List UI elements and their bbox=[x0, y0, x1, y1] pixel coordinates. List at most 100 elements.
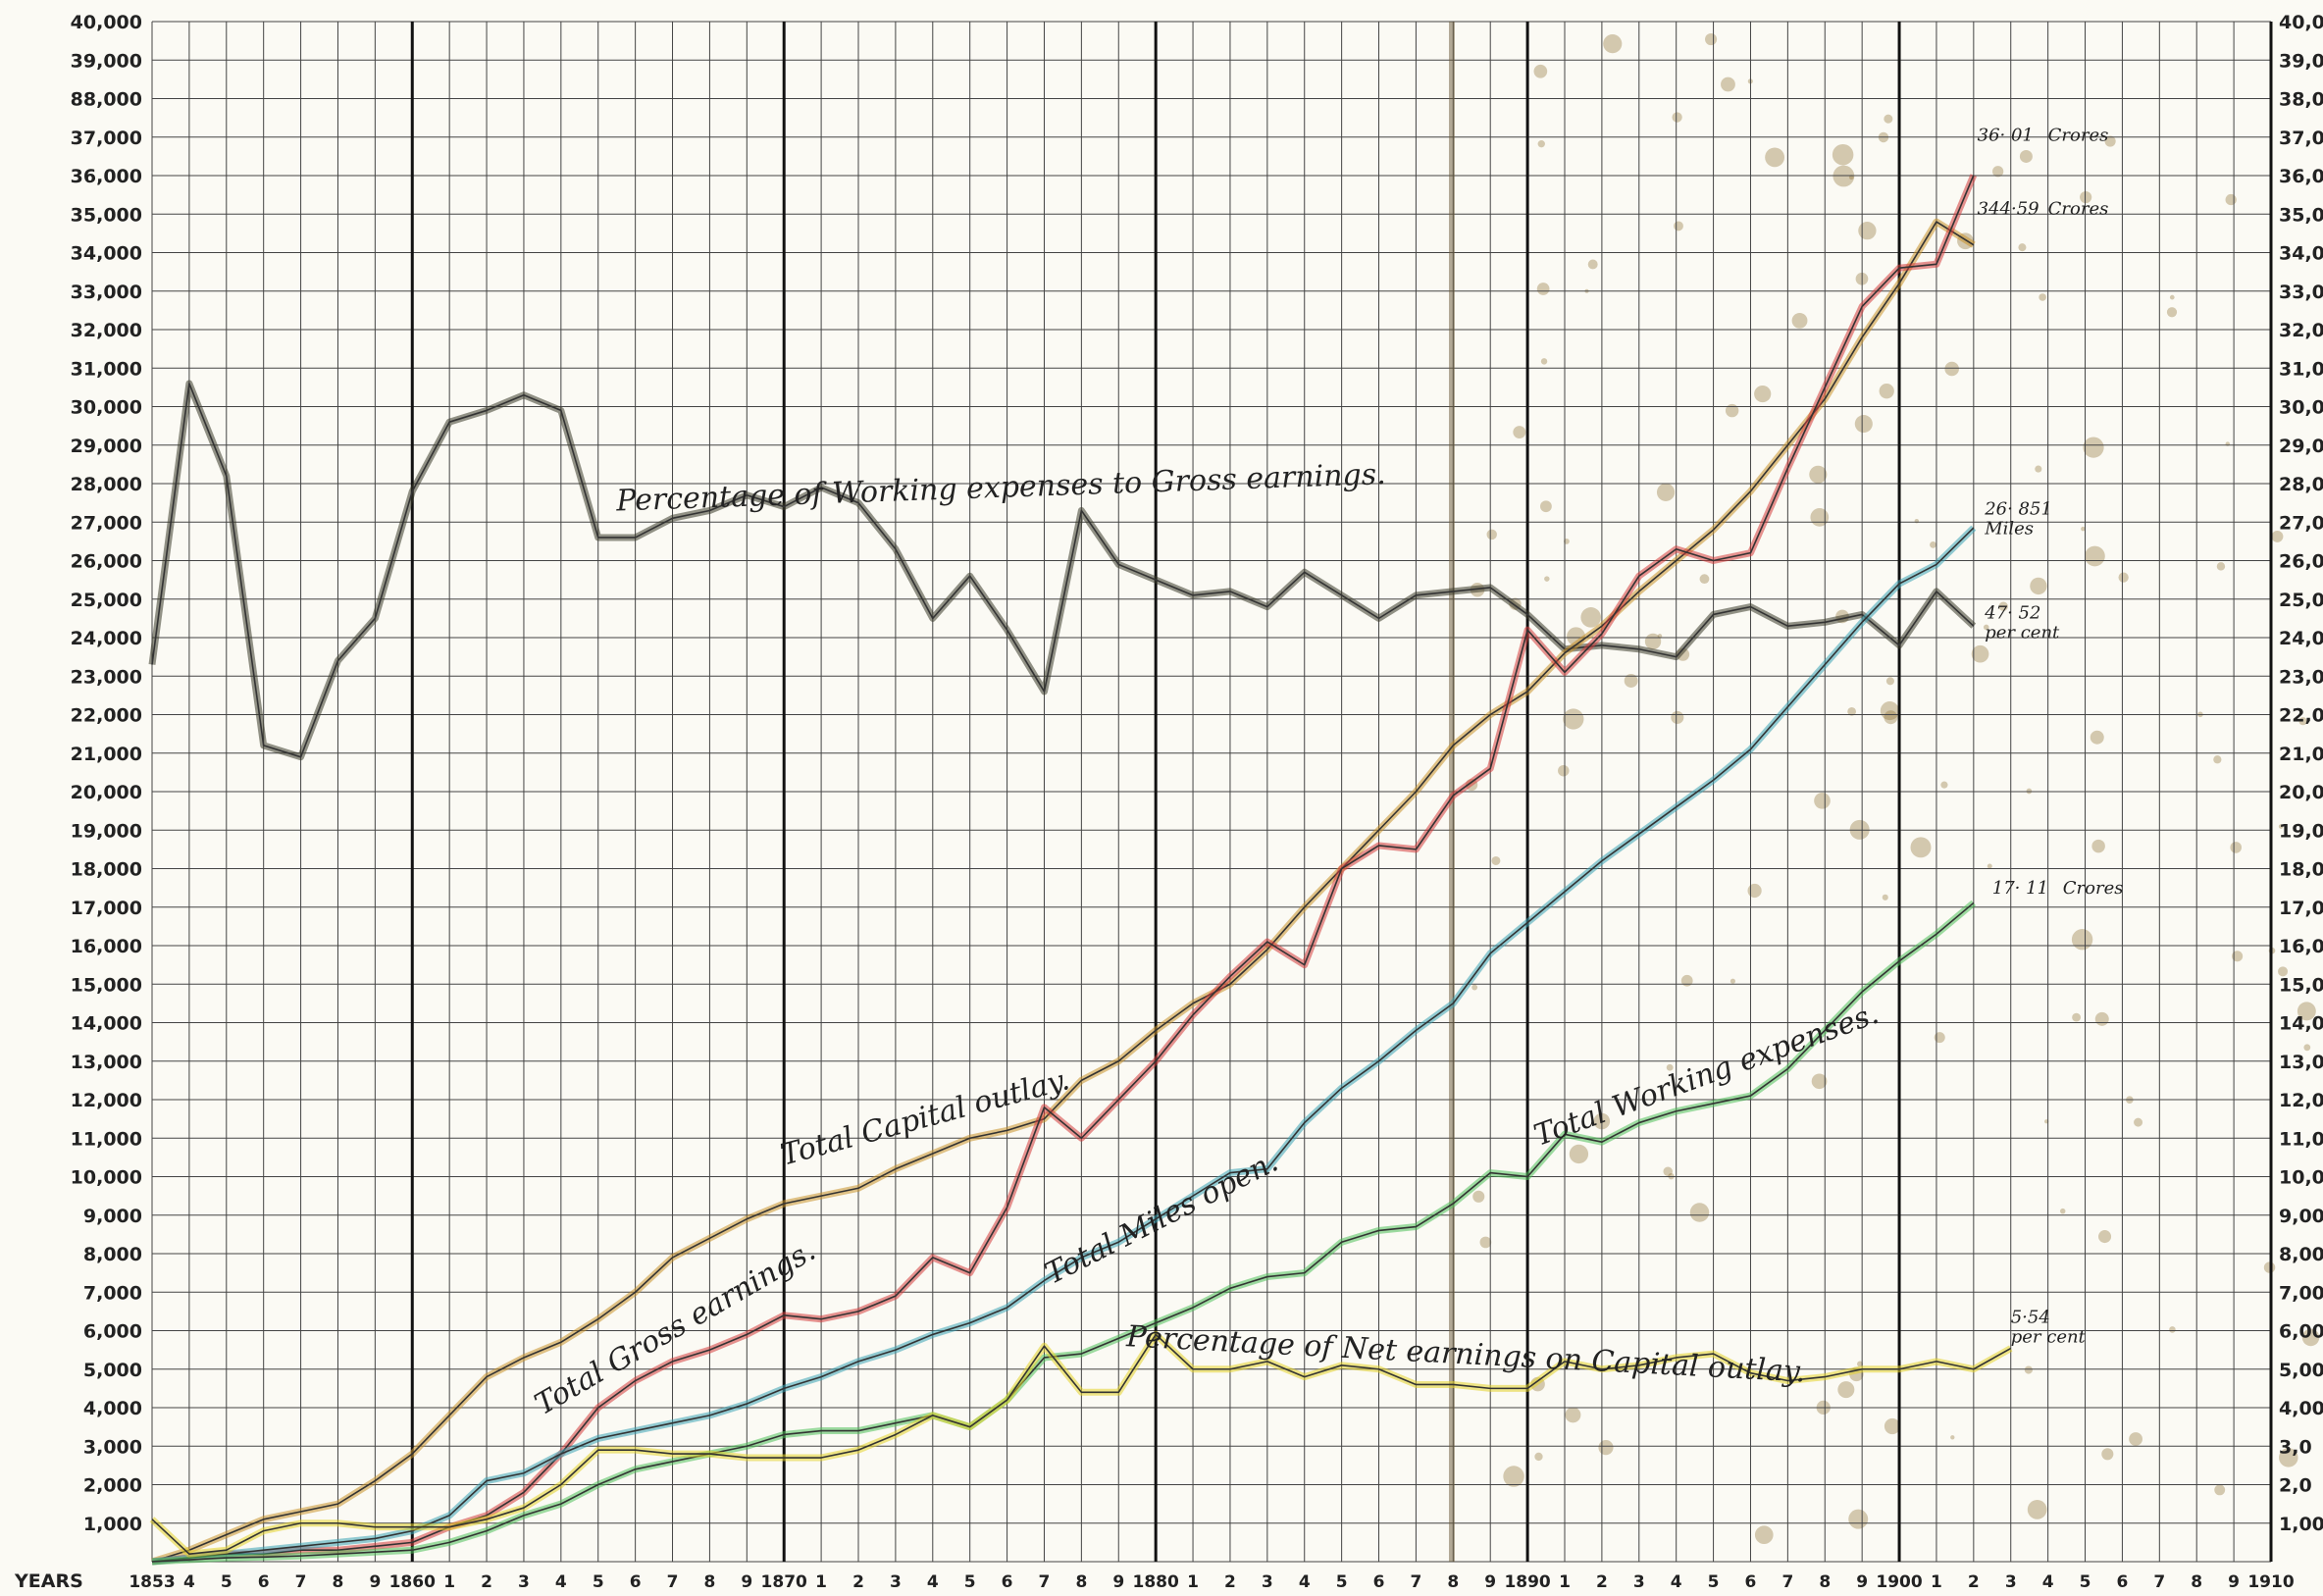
stain-dot bbox=[2085, 545, 2105, 567]
x-tick: 5 bbox=[2080, 1572, 2091, 1592]
stain-dot bbox=[1563, 708, 1584, 730]
y-tick-right: 5,00 bbox=[2279, 1360, 2323, 1381]
stain-dot bbox=[1814, 792, 1831, 809]
y-tick-right: 32,000 bbox=[2279, 320, 2323, 341]
stain-dot bbox=[1811, 1073, 1828, 1090]
x-tick: 1860 bbox=[389, 1572, 436, 1592]
stain-dot bbox=[1848, 1509, 1869, 1529]
stain-dot bbox=[2027, 1500, 2047, 1519]
stain-dot bbox=[1486, 529, 1497, 541]
stain-dot bbox=[1950, 1435, 1955, 1440]
stain-dot bbox=[1699, 574, 1710, 585]
stain-dot bbox=[1858, 222, 1877, 240]
stain-dot bbox=[1914, 519, 1920, 524]
y-tick-left: 88,000 bbox=[71, 89, 142, 111]
y-tick-right: 15,000 bbox=[2279, 974, 2323, 996]
stain-dot bbox=[2101, 1448, 2114, 1461]
y-tick-left: 12,000 bbox=[71, 1090, 142, 1111]
y-tick-left: 34,000 bbox=[71, 243, 142, 265]
x-tick: 9 bbox=[369, 1572, 381, 1592]
y-tick-right: 7,00 bbox=[2279, 1282, 2323, 1304]
x-tick: 6 bbox=[258, 1572, 270, 1592]
stain-dot bbox=[1879, 384, 1894, 399]
stain-dot bbox=[1540, 500, 1552, 513]
stain-dot bbox=[2279, 1448, 2298, 1467]
stain-dot bbox=[1754, 1525, 1774, 1545]
stain-dot bbox=[2169, 294, 2175, 300]
stain-dot bbox=[2059, 1208, 2066, 1214]
x-tick: 3 bbox=[1262, 1572, 1273, 1592]
stain-dot bbox=[2083, 437, 2104, 458]
end-annotation-value: 344·59 bbox=[1978, 198, 2039, 219]
y-tick-left: 29,000 bbox=[71, 436, 142, 457]
y-tick-left: 32,000 bbox=[71, 320, 142, 341]
series-band-3 bbox=[151, 525, 1977, 1566]
stain-dot bbox=[1725, 403, 1739, 418]
x-tick: 4 bbox=[1671, 1572, 1682, 1592]
series-label-0: Percentage of Working expenses to Gross … bbox=[615, 457, 1386, 518]
x-tick: 4 bbox=[2042, 1572, 2054, 1592]
stain-dot bbox=[2026, 788, 2033, 795]
stain-dot bbox=[1832, 143, 1854, 166]
stain-dot bbox=[1666, 1063, 1674, 1071]
x-tick: 6 bbox=[1002, 1572, 1013, 1592]
stain-dot bbox=[1513, 426, 1526, 439]
stain-dot bbox=[1540, 358, 1548, 365]
stain-dot bbox=[1689, 1203, 1710, 1222]
y-tick-left: 20,000 bbox=[71, 782, 142, 803]
y-tick-left: 15,000 bbox=[71, 974, 142, 996]
stain-dot bbox=[1671, 710, 1684, 724]
stain-dot bbox=[2297, 1002, 2316, 1021]
y-tick-right: 10,00 bbox=[2279, 1167, 2323, 1189]
x-tick: 2 bbox=[1224, 1572, 1236, 1592]
y-tick-left: 11,000 bbox=[71, 1128, 142, 1150]
paper-stains bbox=[1465, 32, 2320, 1545]
end-annotation-unit: per cent bbox=[1985, 622, 2060, 643]
stain-dot bbox=[1674, 221, 1683, 232]
y-tick-right: 39,000 bbox=[2279, 50, 2323, 72]
y-tick-right: 12,00 bbox=[2279, 1090, 2323, 1111]
y-tick-left: 27,000 bbox=[71, 512, 142, 534]
x-tick: 5 bbox=[221, 1572, 232, 1592]
x-tick: 1890 bbox=[1504, 1572, 1550, 1592]
x-tick: 7 bbox=[1410, 1572, 1421, 1592]
x-tick: 5 bbox=[1708, 1572, 1720, 1592]
y-tick-right: 21,000 bbox=[2279, 744, 2323, 765]
stain-dot bbox=[2118, 572, 2129, 583]
stain-dot bbox=[1910, 837, 1932, 858]
stain-dot bbox=[1934, 1032, 1945, 1044]
y-axis-left-ticks: 1,000 2,000 3,000 4,000 5,000 6,000 7,000 8,000… bbox=[71, 12, 142, 1535]
stain-dot bbox=[1534, 1452, 1543, 1462]
end-annotation-unit: Miles bbox=[1984, 518, 2034, 539]
y-tick-right: 37,000 bbox=[2279, 128, 2323, 149]
y-tick-right: 18,000 bbox=[2279, 859, 2323, 881]
stain-dot bbox=[2090, 730, 2104, 745]
series-lines bbox=[148, 174, 2013, 1566]
y-tick-left: 8,000 bbox=[83, 1244, 142, 1265]
x-tick: 4 bbox=[183, 1572, 195, 1592]
y-tick-right: 34,000 bbox=[2279, 243, 2323, 265]
x-tick: 7 bbox=[2153, 1572, 2165, 1592]
y-tick-right: 17,000 bbox=[2279, 898, 2323, 919]
stain-dot bbox=[1672, 112, 1682, 123]
y-tick-left: 9,000 bbox=[83, 1206, 142, 1227]
y-tick-left: 35,000 bbox=[71, 204, 142, 226]
y-tick-left: 14,000 bbox=[71, 1013, 142, 1035]
stain-dot bbox=[2298, 717, 2307, 726]
y-tick-right: 13,00 bbox=[2279, 1052, 2323, 1073]
stain-dot bbox=[2278, 824, 2284, 829]
y-tick-left: 25,000 bbox=[71, 590, 142, 611]
y-tick-right: 33,000 bbox=[2279, 282, 2323, 303]
x-tick: 7 bbox=[667, 1572, 679, 1592]
stain-dot bbox=[1754, 385, 1772, 403]
x-tick: 5 bbox=[1336, 1572, 1348, 1592]
y-tick-left: 10,000 bbox=[71, 1167, 142, 1189]
stain-dot bbox=[1580, 607, 1601, 628]
series-line-5 bbox=[151, 1333, 2012, 1555]
y-axis-right-ticks: 1,00 2,0 3,0 4,00 5,00 6,00 7,00 8,00 9,00 10,00 1… bbox=[2279, 12, 2323, 1535]
stain-dot bbox=[1983, 624, 1989, 631]
stain-dot bbox=[2039, 293, 2046, 301]
x-tick: 2 bbox=[481, 1572, 492, 1592]
x-tick: 1853 bbox=[129, 1572, 175, 1592]
stain-dot bbox=[2024, 1365, 2033, 1374]
